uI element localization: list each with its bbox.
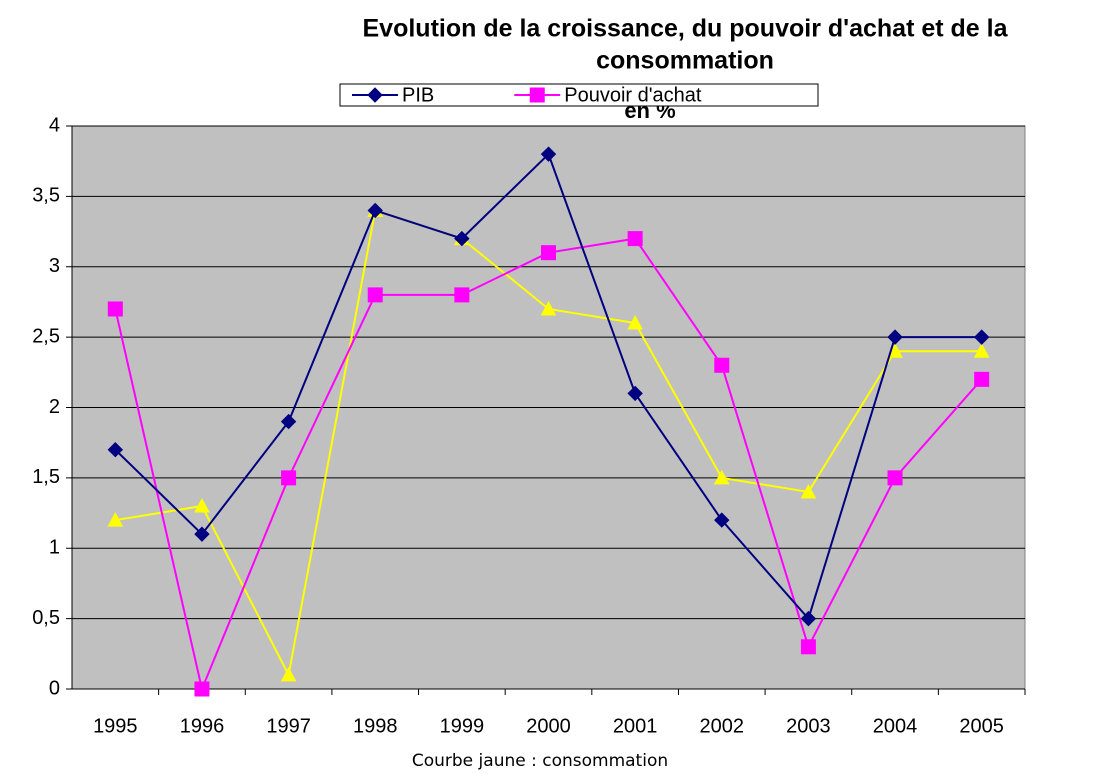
point: [107, 512, 124, 527]
point: [714, 512, 730, 528]
point: [194, 526, 210, 542]
legend-label: Pouvoir d'achat: [564, 84, 702, 106]
point: [973, 329, 990, 345]
legend-marker: [367, 87, 383, 103]
point: [540, 300, 557, 316]
point: [541, 245, 556, 261]
point: [540, 146, 557, 162]
legend: PIB Pouvoir d'achat: [339, 83, 819, 107]
point: [194, 497, 210, 513]
point: [887, 329, 903, 345]
y-tick-label: 0: [49, 677, 60, 699]
y-tick-label: 1,5: [32, 466, 60, 488]
point: [627, 231, 643, 247]
x-tick-label: 2004: [873, 715, 918, 737]
point: [800, 483, 817, 499]
y-tick-label: 2,5: [32, 325, 60, 347]
chart-title: consommation: [596, 47, 774, 75]
point: [367, 287, 383, 303]
point: [107, 301, 123, 317]
legend-marker: [529, 87, 545, 103]
chart-title: Evolution de la croissance, du pouvoir d…: [363, 15, 1009, 43]
x-tick-label: 1995: [93, 715, 138, 737]
x-tick-label: 1999: [440, 715, 485, 737]
point: [800, 639, 816, 655]
point: [280, 666, 297, 682]
x-tick-label: 1997: [266, 715, 311, 737]
annotation: Courbe jaune : consommation: [412, 751, 668, 771]
point: [714, 357, 730, 373]
point: [454, 287, 470, 303]
point: [281, 470, 297, 486]
x-tick-label: 2003: [786, 715, 831, 737]
point: [627, 314, 643, 330]
x-tick-label: 2005: [959, 715, 1004, 737]
point: [280, 413, 297, 430]
point: [454, 230, 470, 247]
legend-box: [339, 83, 819, 107]
x-tick-label: 2000: [526, 715, 571, 737]
point: [627, 385, 643, 402]
point: [107, 442, 124, 458]
y-tick-label: 0,5: [32, 607, 60, 629]
point: [887, 470, 903, 486]
point: [974, 371, 990, 387]
point: [367, 202, 383, 219]
x-tick-label: 1996: [180, 715, 225, 737]
point: [713, 469, 730, 485]
point: [194, 681, 210, 697]
y-tick-label: 3: [49, 255, 60, 277]
x-tick-label: 1998: [353, 715, 398, 737]
legend-label: PIB: [402, 84, 434, 106]
point: [800, 610, 817, 627]
y-tick-label: 2: [49, 396, 60, 418]
y-tick-label: 1: [49, 537, 60, 559]
point: [973, 343, 990, 358]
x-tick-label: 2002: [700, 715, 745, 737]
x-tick-label: 2001: [613, 715, 658, 737]
y-tick-label: 3,5: [32, 185, 60, 207]
y-tick-label: 4: [49, 114, 60, 136]
